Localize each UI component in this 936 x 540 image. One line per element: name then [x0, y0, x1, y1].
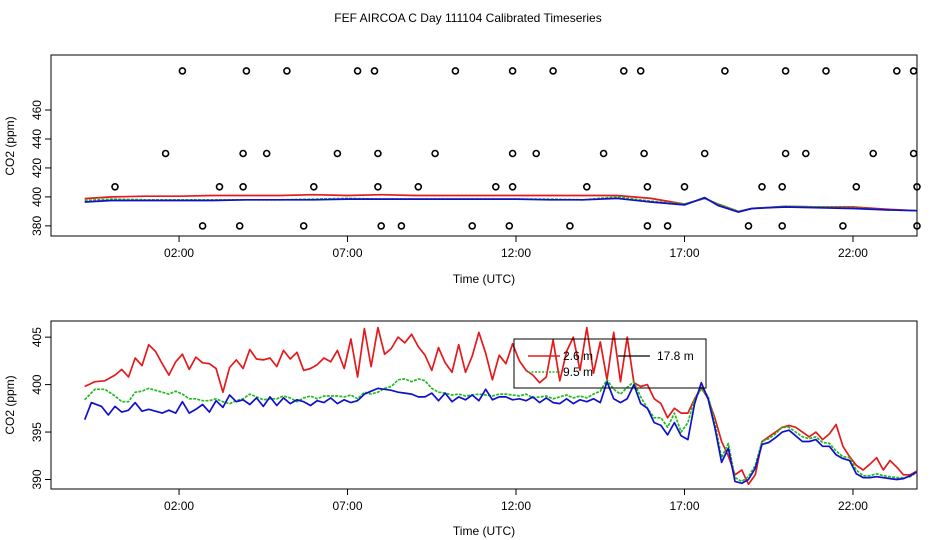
top-flag-point — [505, 222, 514, 230]
top-flag-point — [239, 183, 247, 191]
bottom-x-axis-label: Time (UTC) — [453, 524, 515, 538]
top-y-tick-label: 440 — [30, 129, 44, 149]
top-flag-point — [839, 222, 847, 230]
bottom-series-blue-line — [83, 380, 918, 485]
top-x-axis-label: Time (UTC) — [453, 272, 515, 286]
top-flag-point — [778, 183, 787, 191]
top-flag-point — [491, 183, 500, 191]
top-flag-point — [636, 67, 645, 75]
top-flag-point — [215, 183, 224, 191]
chart-title: FEF AIRCOA C Day 111104 Calibrated Times… — [334, 11, 601, 25]
top-flag-point — [431, 149, 439, 158]
legend-box — [513, 338, 707, 389]
top-flag-point — [781, 67, 790, 75]
top-flag-point — [643, 222, 652, 230]
top-series-blue-line — [84, 196, 918, 213]
top-flag-point — [549, 67, 557, 75]
top-flag-point — [599, 149, 608, 158]
top-flag-point — [235, 222, 244, 230]
top-x-tick-label: 07:00 — [333, 246, 363, 260]
bottom-y-axis-label: CO2 (ppm) — [3, 375, 17, 434]
top-x-tick-label: 22:00 — [838, 246, 868, 260]
top-flag-point — [721, 67, 729, 75]
top-flag-point — [283, 67, 291, 75]
top-x-tick-label: 02:00 — [164, 246, 194, 260]
top-x-tick-label: 17:00 — [669, 246, 699, 260]
top-flag-point — [744, 222, 753, 230]
top-flag-point — [822, 67, 830, 75]
top-flag-point — [619, 67, 628, 75]
top-flag-point — [801, 149, 810, 158]
top-flag-point — [892, 67, 901, 75]
top-flag-point — [680, 183, 689, 191]
top-flag-point — [374, 183, 382, 191]
bottom-y-tick-label: 395 — [30, 422, 44, 442]
top-flag-point — [852, 183, 861, 191]
top-flag-point — [778, 222, 787, 230]
top-flag-point — [309, 183, 318, 191]
top-y-tick-label: 400 — [30, 187, 44, 207]
top-flag-point — [414, 183, 423, 191]
top-flag-point — [333, 149, 342, 158]
top-flag-point — [508, 67, 517, 75]
top-flag-point — [377, 222, 386, 230]
bottom-x-tick-label: 12:00 — [501, 499, 531, 513]
top-series-red-line — [84, 193, 918, 213]
bottom-y-tick-label: 390 — [30, 469, 44, 489]
top-flag-point — [663, 222, 672, 230]
top-y-tick-label: 420 — [30, 158, 44, 178]
top-flag-point — [700, 149, 709, 158]
top-flag-point — [178, 67, 187, 75]
bottom-y-tick-label: 405 — [30, 327, 44, 347]
bottom-series-red-line — [84, 326, 918, 486]
legend: 2.6 m 17.8 m 9.5 m — [513, 338, 707, 389]
top-flag-point — [582, 183, 591, 191]
top-flag-point — [508, 183, 517, 191]
top-flag-point — [353, 67, 362, 75]
bottom-x-tick-label: 17:00 — [669, 499, 699, 513]
top-flag-point — [239, 149, 247, 158]
top-flag-point — [374, 149, 382, 158]
top-flag-point — [781, 149, 790, 158]
top-flag-point — [299, 222, 308, 230]
legend-label-9-5m: 9.5 m — [563, 365, 593, 379]
top-flag-point — [909, 67, 918, 75]
bottom-x-tick-label: 22:00 — [838, 499, 868, 513]
top-flag-point — [758, 183, 766, 191]
top-flag-point — [161, 149, 170, 158]
top-plot-frame — [50, 54, 918, 237]
bottom-y-tick-label: 400 — [30, 374, 44, 394]
legend-label-2-6m: 2.6 m — [563, 349, 593, 363]
top-y-tick-label: 460 — [30, 100, 44, 120]
top-flag-point — [566, 222, 574, 230]
top-flag-point — [643, 183, 652, 191]
top-flag-point — [198, 222, 207, 230]
bottom-plot-frame — [50, 320, 918, 490]
top-y-axis-label: CO2 (ppm) — [3, 116, 17, 175]
bottom-panel: 02:00 07:00 12:00 17:00 22:00 390 395 400 405 Ti… — [3, 320, 918, 538]
top-flag-point — [913, 222, 921, 230]
top-flag-point — [869, 149, 878, 158]
top-y-tick-label: 380 — [30, 216, 44, 236]
bottom-x-tick-label: 07:00 — [333, 499, 363, 513]
top-flag-point — [451, 67, 460, 75]
top-flag-point — [508, 149, 517, 158]
bottom-series-green-line — [84, 378, 918, 483]
top-flag-point — [397, 222, 406, 230]
top-flag-point — [532, 149, 541, 158]
bottom-x-tick-label: 02:00 — [164, 499, 194, 513]
top-flag-point — [370, 67, 379, 75]
top-flag-point — [640, 149, 648, 158]
top-flag-point — [909, 149, 918, 158]
top-flag-point — [468, 222, 477, 230]
top-panel: 02:00 07:00 12:00 17:00 22:00 380 400 420 440 460… — [3, 54, 921, 286]
top-flag-point — [913, 183, 921, 191]
top-flag-point — [242, 67, 251, 75]
top-flag-point — [111, 183, 119, 191]
top-flag-point — [262, 149, 271, 158]
top-x-tick-label: 12:00 — [501, 246, 531, 260]
legend-label-17-8m: 17.8 m — [657, 349, 694, 363]
